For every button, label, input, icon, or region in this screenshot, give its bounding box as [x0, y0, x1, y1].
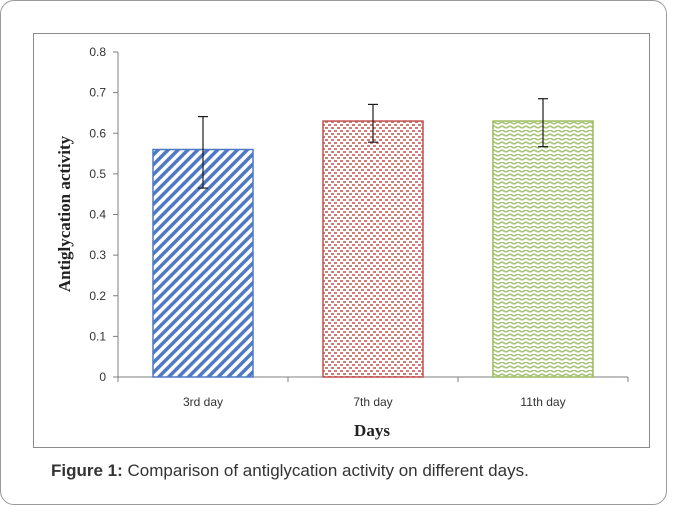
bar-chart: 0 0.1 0.2 0.3 0.4 0.5 0.6 0.7 0.8 3rd day 7th day… [55, 45, 629, 440]
x-tick-label: 3rd day [183, 395, 223, 409]
y-tick-label: 0.7 [89, 86, 106, 100]
figure-caption: Figure 1: Comparison of antiglycation ac… [51, 461, 529, 481]
y-tick-label: 0.6 [89, 126, 106, 140]
chart-area: 0 0.1 0.2 0.3 0.4 0.5 0.6 0.7 0.8 3rd day 7th day… [33, 33, 650, 448]
y-tick-label: 0 [99, 370, 106, 384]
bar-2 [322, 120, 424, 378]
y-tick-label: 0.1 [89, 329, 106, 343]
caption-text: Comparison of antiglycation activity on … [122, 461, 529, 480]
bar-3 [492, 120, 594, 378]
x-tick-label: 11th day [520, 395, 565, 409]
x-tick-label: 7th day [353, 395, 392, 409]
x-axis-label: Days [354, 421, 390, 440]
y-tick-label: 0.3 [89, 248, 106, 262]
caption-label: Figure 1: [51, 461, 123, 480]
y-tick-label: 0.4 [89, 208, 106, 222]
y-tick-label: 0.8 [89, 45, 106, 59]
y-tick-label: 0.5 [89, 167, 106, 181]
y-axis-label: Antiglycation activity [55, 135, 74, 292]
y-tick-label: 0.2 [89, 289, 106, 303]
